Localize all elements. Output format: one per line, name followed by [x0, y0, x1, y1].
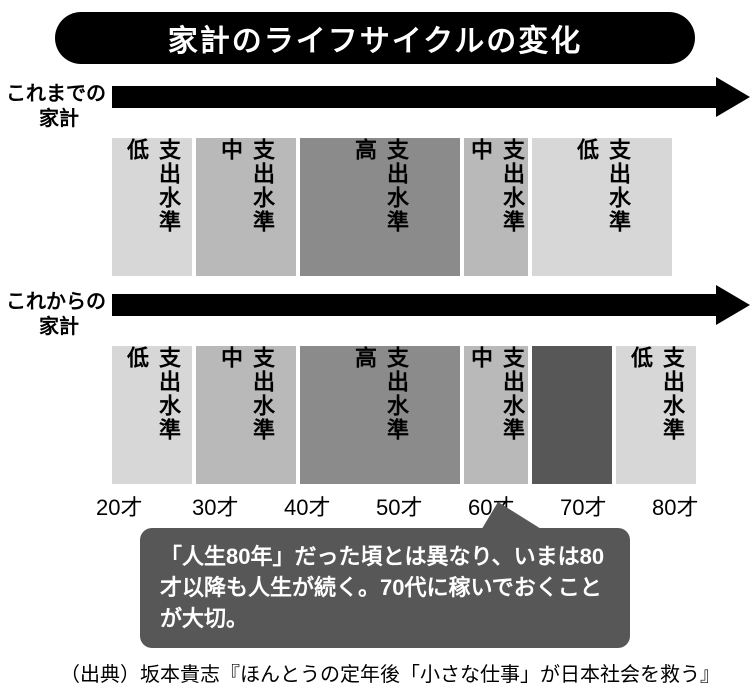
spend-level-box: 支出水準 高 — [300, 138, 460, 276]
section-future-label: これからの 家計 — [0, 290, 112, 340]
age-tick: 20才 — [96, 490, 142, 522]
spend-level-box: 支出水準 中 — [464, 346, 528, 484]
spend-level-box: 支出水準 低 — [112, 138, 192, 276]
callout: 「人生80年」だった頃とは異なり、いまは80才以降も人生が続く。70代に稼いでお… — [140, 528, 630, 648]
spend-level-label: 支出水準 中 — [464, 138, 528, 276]
age-tick: 80才 — [652, 490, 698, 522]
timeline-arrow-past — [112, 82, 750, 112]
callout-text: 「人生80年」だった頃とは異なり、いまは80才以降も人生が続く。70代に稼いでお… — [140, 528, 630, 648]
spend-level-box: 支出水準 中 — [196, 346, 296, 484]
age-tick: 70才 — [560, 490, 606, 522]
spend-level-box — [532, 346, 612, 484]
spend-level-label: 支出水準 低 — [120, 346, 184, 484]
section-past-label: これまでの 家計 — [0, 82, 112, 132]
spend-level-label: 支出水準 低 — [624, 346, 688, 484]
callout-pointer-icon — [480, 502, 546, 532]
spend-level-box: 支出水準 低 — [616, 346, 696, 484]
age-tick: 30才 — [192, 490, 238, 522]
spend-level-label: 支出水準 中 — [214, 138, 278, 276]
spend-level-label: 支出水準 中 — [464, 346, 528, 484]
spend-level-box: 支出水準 低 — [112, 346, 192, 484]
section-future: これからの 家計 支出水準 低支出水準 中支出水準 高支出水準 中支出水準 低 — [0, 290, 750, 484]
spend-level-box: 支出水準 高 — [300, 346, 460, 484]
boxes-row-past: 支出水準 低支出水準 中支出水準 高支出水準 中支出水準 低 — [112, 138, 726, 276]
section-future-label-line2: 家計 — [6, 315, 112, 340]
timeline-arrow-future — [112, 290, 750, 320]
spend-level-box: 支出水準 低 — [532, 138, 672, 276]
section-past: これまでの 家計 支出水準 低支出水準 中支出水準 高支出水準 中支出水準 低 — [0, 82, 750, 276]
spend-level-label: 支出水準 高 — [348, 346, 412, 484]
age-axis: 20才30才40才50才60才70才80才 — [90, 490, 744, 518]
age-tick: 40才 — [284, 490, 330, 522]
spend-level-label: 支出水準 高 — [348, 138, 412, 276]
arrow-head-icon — [716, 77, 750, 117]
spend-level-label: 支出水準 低 — [570, 138, 634, 276]
arrow-head-icon — [716, 285, 750, 325]
boxes-row-future: 支出水準 低支出水準 中支出水準 高支出水準 中支出水準 低 — [112, 346, 726, 484]
page-title: 家計のライフサイクルの変化 — [55, 12, 695, 64]
section-future-label-line1: これからの — [6, 291, 106, 313]
spend-level-box: 支出水準 中 — [464, 138, 528, 276]
spend-level-label: 支出水準 中 — [214, 346, 278, 484]
source-citation: （出典）坂本貴志『ほんとうの定年後「小さな仕事」が日本社会を救う』 — [60, 658, 750, 687]
spend-level-box: 支出水準 中 — [196, 138, 296, 276]
section-past-label-line1: これまでの — [6, 83, 106, 105]
spend-level-label: 支出水準 低 — [120, 138, 184, 276]
section-past-label-line2: 家計 — [6, 107, 112, 132]
age-tick: 50才 — [376, 490, 422, 522]
